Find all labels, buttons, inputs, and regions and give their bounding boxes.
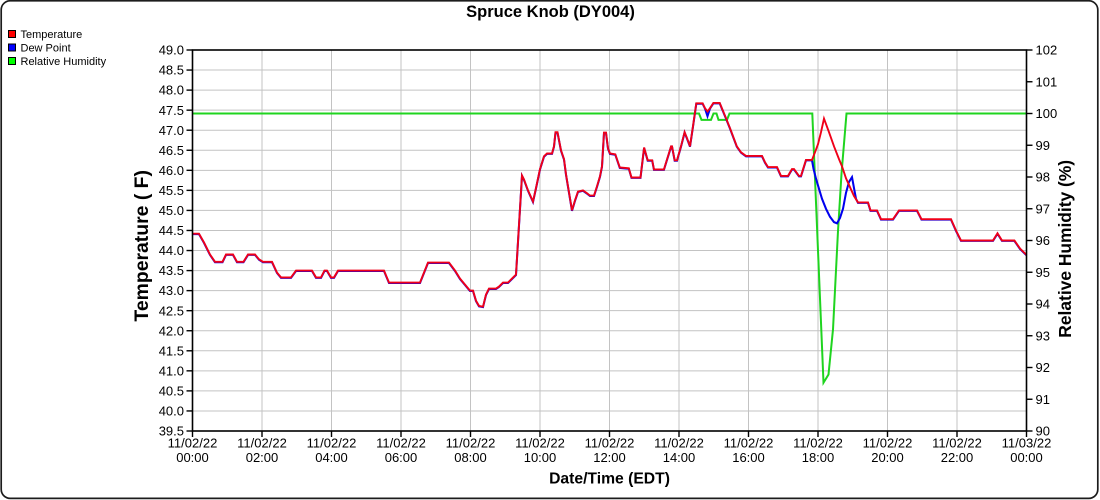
svg-text:Relative Humidity (%): Relative Humidity (%) <box>1055 160 1075 338</box>
svg-text:11/02/22: 11/02/22 <box>724 436 774 451</box>
svg-text:99: 99 <box>1036 138 1050 153</box>
svg-text:90: 90 <box>1036 424 1050 439</box>
svg-text:Temperature ( F): Temperature ( F) <box>131 170 153 322</box>
svg-text:11/02/22: 11/02/22 <box>585 436 635 451</box>
svg-text:96: 96 <box>1036 233 1050 248</box>
svg-text:97: 97 <box>1036 201 1050 216</box>
svg-text:11/03/22: 11/03/22 <box>1002 436 1052 451</box>
svg-text:16:00: 16:00 <box>732 450 765 465</box>
svg-text:100: 100 <box>1036 106 1058 121</box>
svg-text:39.5: 39.5 <box>159 424 184 439</box>
svg-text:11/02/22: 11/02/22 <box>376 436 426 451</box>
svg-text:91: 91 <box>1036 392 1050 407</box>
svg-text:11/02/22: 11/02/22 <box>515 436 565 451</box>
svg-text:48.0: 48.0 <box>159 83 184 98</box>
svg-text:47.0: 47.0 <box>159 123 184 138</box>
svg-text:41.5: 41.5 <box>159 343 184 358</box>
svg-text:11/02/22: 11/02/22 <box>307 436 357 451</box>
svg-text:20:00: 20:00 <box>871 450 904 465</box>
svg-text:Date/Time (EDT): Date/Time (EDT) <box>549 471 670 488</box>
svg-text:43.0: 43.0 <box>159 283 184 298</box>
svg-text:49.0: 49.0 <box>159 43 184 58</box>
svg-text:11/02/22: 11/02/22 <box>932 436 982 451</box>
svg-text:08:00: 08:00 <box>454 450 487 465</box>
svg-text:11/02/22: 11/02/22 <box>237 436 287 451</box>
svg-text:44.5: 44.5 <box>159 223 184 238</box>
svg-text:46.5: 46.5 <box>159 143 184 158</box>
svg-text:45.0: 45.0 <box>159 203 184 218</box>
svg-text:14:00: 14:00 <box>663 450 696 465</box>
svg-text:101: 101 <box>1036 74 1058 89</box>
svg-text:92: 92 <box>1036 360 1050 375</box>
svg-text:11/02/22: 11/02/22 <box>793 436 843 451</box>
svg-text:47.5: 47.5 <box>159 103 184 118</box>
svg-text:Spruce Knob (DY004): Spruce Knob (DY004) <box>466 3 635 21</box>
svg-text:46.0: 46.0 <box>159 163 184 178</box>
svg-text:06:00: 06:00 <box>385 450 418 465</box>
svg-text:04:00: 04:00 <box>315 450 348 465</box>
svg-text:95: 95 <box>1036 265 1050 280</box>
svg-text:40.0: 40.0 <box>159 404 184 419</box>
svg-text:10:00: 10:00 <box>524 450 557 465</box>
svg-text:02:00: 02:00 <box>246 450 279 465</box>
svg-text:48.5: 48.5 <box>159 63 184 78</box>
svg-text:11/02/22: 11/02/22 <box>654 436 704 451</box>
svg-text:41.0: 41.0 <box>159 363 184 378</box>
svg-text:11/02/22: 11/02/22 <box>446 436 496 451</box>
svg-text:94: 94 <box>1036 297 1050 312</box>
svg-text:00:00: 00:00 <box>176 450 209 465</box>
svg-text:44.0: 44.0 <box>159 243 184 258</box>
svg-text:11/02/22: 11/02/22 <box>168 436 218 451</box>
svg-text:00:00: 00:00 <box>1010 450 1043 465</box>
svg-text:Dew Point: Dew Point <box>21 42 71 54</box>
svg-text:12:00: 12:00 <box>593 450 626 465</box>
svg-text:11/02/22: 11/02/22 <box>863 436 913 451</box>
svg-text:18:00: 18:00 <box>802 450 835 465</box>
svg-text:Temperature: Temperature <box>21 29 83 41</box>
svg-text:Relative Humidity: Relative Humidity <box>21 56 107 68</box>
svg-text:22:00: 22:00 <box>941 450 974 465</box>
svg-text:93: 93 <box>1036 328 1050 343</box>
svg-text:98: 98 <box>1036 170 1050 185</box>
svg-text:40.5: 40.5 <box>159 384 184 399</box>
svg-text:43.5: 43.5 <box>159 263 184 278</box>
svg-text:42.0: 42.0 <box>159 323 184 338</box>
svg-text:42.5: 42.5 <box>159 303 184 318</box>
svg-text:45.5: 45.5 <box>159 183 184 198</box>
svg-text:102: 102 <box>1036 43 1058 58</box>
